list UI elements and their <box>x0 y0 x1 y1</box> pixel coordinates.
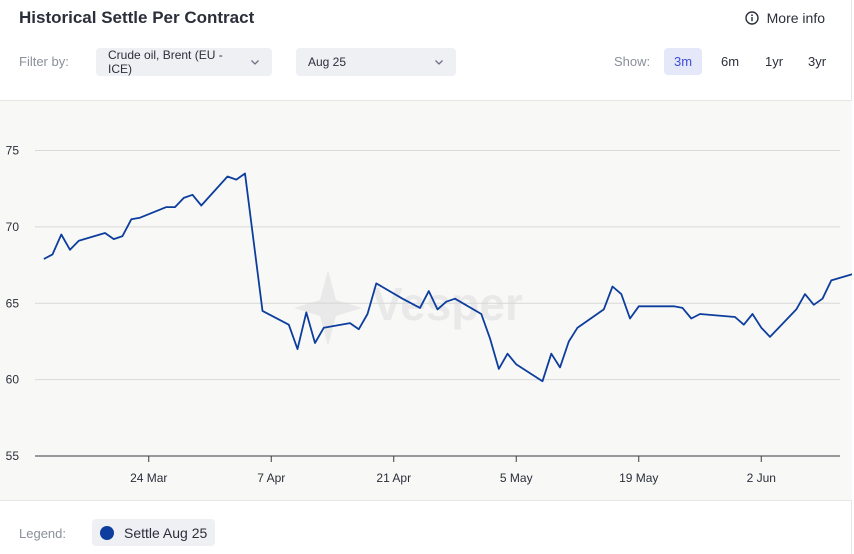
x-tick-label: 5 May <box>500 471 533 485</box>
range-6m-button[interactable]: 6m <box>721 54 740 69</box>
x-tick-label: 2 Jun <box>747 471 776 485</box>
line-chart: Vesper 55 60 65 70 75 24 Mar 7 Apr 21 Apr 5 May 1… <box>6 144 852 485</box>
watermark-text: Vesper <box>372 278 523 330</box>
y-tick-label: 60 <box>6 373 20 387</box>
legend-series-name: Settle Aug 25 <box>124 524 208 541</box>
range-3m-button[interactable]: 3m <box>664 48 703 75</box>
y-tick-label: 75 <box>6 144 20 158</box>
range-1yr-button[interactable]: 1yr <box>765 54 784 69</box>
contract-value: Aug 25 <box>308 55 347 69</box>
y-tick-label: 55 <box>6 449 20 463</box>
commodity-value: Crude oil, Brent (EU - ICE) <box>108 48 223 76</box>
x-tick-label: 21 Apr <box>376 471 411 485</box>
chevron-down-icon <box>251 60 259 65</box>
more-info-label: More info <box>766 10 825 26</box>
legend-dot <box>100 525 114 540</box>
show-label: Show: <box>614 54 651 69</box>
watermark: Vesper <box>294 270 523 346</box>
range-3yr-button[interactable]: 3yr <box>808 54 827 69</box>
legend-label: Legend: <box>19 526 66 541</box>
page-title: Historical Settle Per Contract <box>19 8 255 27</box>
filter-label: Filter by: <box>19 54 69 69</box>
legend-item-settle[interactable]: Settle Aug 25 <box>92 519 216 546</box>
x-tick-label: 7 Apr <box>257 471 285 485</box>
plot-area <box>0 100 852 501</box>
chevron-down-icon <box>435 60 443 65</box>
more-info-button[interactable]: More info <box>744 10 825 26</box>
y-tick-label: 70 <box>6 220 20 234</box>
info-icon <box>744 11 759 25</box>
x-tick-label: 24 Mar <box>130 471 167 485</box>
contract-select[interactable]: Aug 25 <box>296 48 456 76</box>
series-line-settle <box>43 172 852 383</box>
x-tick-label: 19 May <box>619 471 658 485</box>
y-tick-label: 65 <box>6 296 20 310</box>
commodity-select[interactable]: Crude oil, Brent (EU - ICE) <box>96 48 272 76</box>
